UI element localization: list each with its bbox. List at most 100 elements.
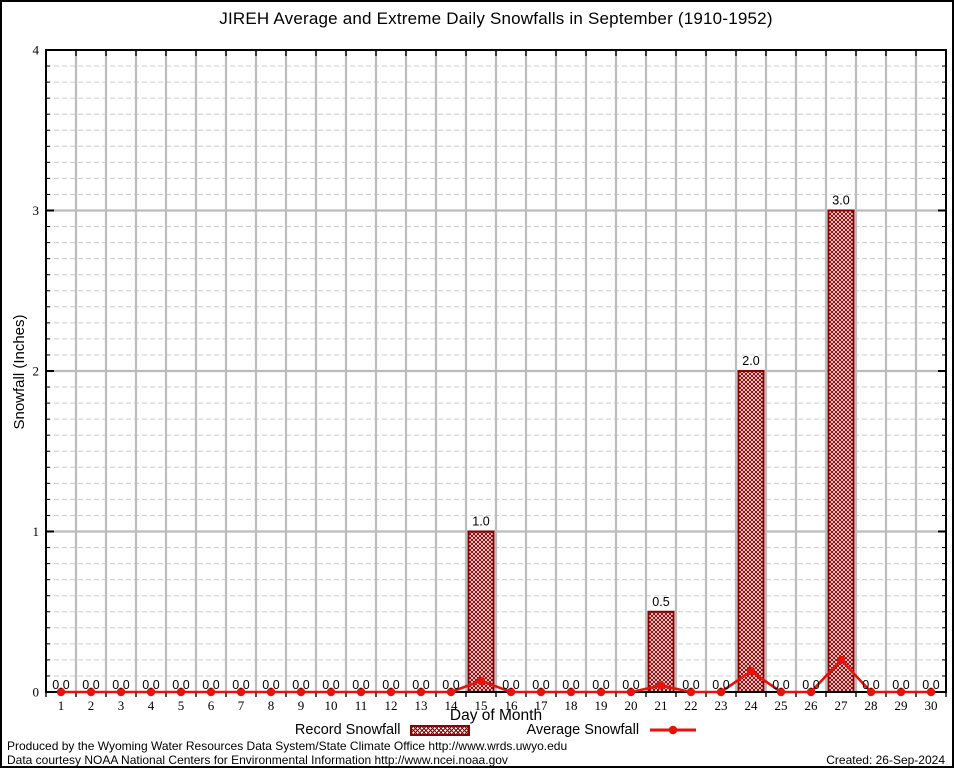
value-label-day-25: 0.0 [772, 678, 789, 692]
avg-marker-day-19 [596, 687, 606, 697]
chart-title: JIREH Average and Extreme Daily Snowfall… [219, 9, 773, 28]
avg-marker-day-25 [776, 687, 786, 697]
value-label-day-7: 0.0 [232, 678, 249, 692]
value-label-day-16: 0.0 [502, 678, 519, 692]
x-tick-label: 27 [835, 698, 849, 713]
avg-marker-day-7 [236, 687, 246, 697]
x-tick-label: 4 [148, 698, 155, 713]
x-tick-label: 6 [208, 698, 215, 713]
value-label-day-20: 0.0 [622, 678, 639, 692]
value-label-day-11: 0.0 [352, 678, 369, 692]
value-label-day-5: 0.0 [172, 678, 189, 692]
avg-marker-day-27 [836, 655, 846, 665]
footer-produced-by: Produced by the Wyoming Water Resources … [7, 739, 568, 753]
value-label-day-24: 2.0 [742, 354, 759, 368]
avg-marker-day-15 [476, 676, 486, 685]
value-label-day-28: 0.0 [862, 678, 879, 692]
avg-marker-day-28 [866, 687, 876, 697]
footer-created-date: Created: 26-Sep-2024 [826, 753, 945, 767]
record-swatch [410, 724, 471, 736]
footer-data-courtesy: Data courtesy NOAA National Centers for … [7, 753, 508, 767]
value-label-day-3: 0.0 [112, 678, 129, 692]
avg-marker-day-16 [506, 687, 516, 697]
x-tick-label: 30 [925, 698, 938, 713]
x-tick-label: 13 [415, 698, 428, 713]
x-tick-label: 16 [505, 698, 519, 713]
value-label-day-8: 0.0 [262, 678, 279, 692]
value-label-day-6: 0.0 [202, 678, 219, 692]
x-tick-label: 23 [715, 698, 728, 713]
x-tick-label: 26 [805, 698, 819, 713]
bar-day-15 [467, 530, 495, 693]
x-tick-label: 5 [178, 698, 185, 713]
value-label-day-12: 0.0 [382, 678, 399, 692]
x-tick-label: 29 [895, 698, 908, 713]
avg-marker-day-3 [116, 687, 126, 697]
avg-marker-day-6 [206, 687, 216, 697]
bar-day-27 [827, 209, 855, 693]
legend-average-label: Average Snowfall [526, 722, 640, 738]
avg-marker-day-8 [266, 687, 276, 697]
average-swatch [650, 725, 697, 735]
value-label-day-23: 0.0 [712, 678, 729, 692]
x-tick-label: 18 [565, 698, 578, 713]
value-label-day-18: 0.0 [562, 678, 579, 692]
average-line [61, 658, 931, 694]
x-tick-label: 10 [325, 698, 338, 713]
avg-marker-day-9 [296, 687, 306, 697]
x-tick-label: 1 [58, 698, 65, 713]
x-tick-label: 7 [238, 698, 245, 713]
value-label-day-4: 0.0 [142, 678, 159, 692]
value-label-day-15: 1.0 [472, 515, 489, 529]
value-label-day-9: 0.0 [292, 678, 309, 692]
avg-marker-day-20 [626, 687, 636, 697]
x-tick-label: 20 [625, 698, 638, 713]
value-label-day-19: 0.0 [592, 678, 609, 692]
legend: Record Snowfall Average Snowfall [46, 722, 946, 738]
x-tick-label: 22 [685, 698, 698, 713]
bar-day-24 [737, 370, 765, 693]
x-tick-label: 14 [445, 698, 459, 713]
x-tick-label: 17 [535, 698, 549, 713]
avg-marker-day-5 [176, 687, 186, 697]
value-label-day-1: 0.0 [52, 678, 69, 692]
avg-marker-day-4 [146, 687, 156, 697]
avg-marker-day-30 [926, 687, 936, 697]
avg-marker-day-22 [686, 687, 696, 697]
bar-day-21 [647, 610, 675, 693]
avg-marker-day-14 [446, 687, 456, 697]
legend-item-record: Record Snowfall [295, 722, 471, 738]
avg-marker-day-18 [566, 687, 576, 697]
avg-marker-day-21 [656, 681, 666, 690]
value-label-day-13: 0.0 [412, 678, 429, 692]
y-axis-title: Snowfall (Inches) [11, 314, 28, 430]
value-label-day-27: 3.0 [832, 194, 849, 208]
x-tick-label: 25 [775, 698, 788, 713]
value-label-day-26: 0.0 [802, 678, 819, 692]
avg-marker-day-10 [326, 687, 336, 697]
x-tick-label: 3 [118, 698, 125, 713]
avg-marker-day-13 [416, 687, 426, 697]
x-tick-label: 28 [865, 698, 878, 713]
legend-record-label: Record Snowfall [294, 722, 401, 738]
x-tick-label: 11 [355, 698, 368, 713]
x-tick-label: 19 [595, 698, 608, 713]
x-tick-label: 21 [655, 698, 668, 713]
avg-marker-day-29 [896, 687, 906, 697]
avg-marker-day-26 [806, 687, 816, 697]
legend-item-average: Average Snowfall [526, 722, 697, 738]
x-tick-label: 12 [385, 698, 398, 713]
x-tick-label: 9 [298, 698, 305, 713]
value-label-day-29: 0.0 [892, 678, 909, 692]
y-tick-label: 2 [33, 364, 40, 379]
x-tick-label: 24 [745, 698, 759, 713]
avg-marker-day-24 [746, 666, 756, 676]
value-label-day-2: 0.0 [82, 678, 99, 692]
x-axis-title: Day of Month [449, 707, 543, 724]
value-label-day-21: 0.5 [652, 595, 669, 609]
avg-marker-day-11 [356, 687, 366, 697]
x-tick-label: 15 [475, 698, 488, 713]
value-label-day-30: 0.0 [922, 678, 939, 692]
